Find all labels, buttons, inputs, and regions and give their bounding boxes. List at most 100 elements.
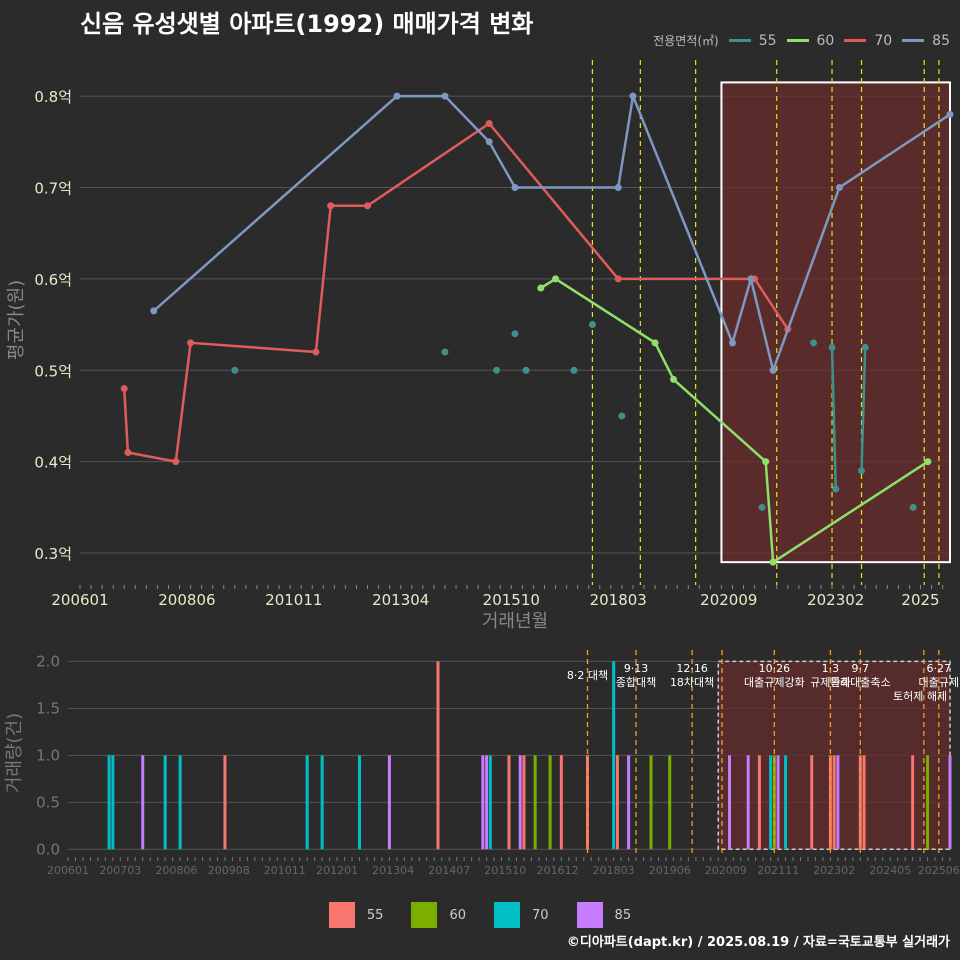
bar-70 [488,755,492,850]
top-legend-label-70: 70 [874,32,893,49]
x-tick-label: 201803 [590,591,647,609]
bar-70 [107,755,111,850]
data-point-55 [909,503,917,511]
x-tick-label: 200908 [208,864,250,877]
data-point-60 [552,275,560,283]
data-point-70 [120,385,128,393]
top-legend-item-85: 85 [902,33,950,49]
legend-box-55-icon [328,902,355,928]
series-line-70 [122,121,789,464]
policy-label: 종합대책 [616,676,656,689]
x-axis-label: 거래년월 [482,611,548,630]
bar-55 [858,755,862,850]
bar-55 [810,755,814,850]
x-tick-label: 202111 [757,864,799,877]
y-tick-label: 0.3억 [34,545,72,563]
policy-label: 대출규제 [919,676,959,689]
bar-55 [559,755,563,850]
data-point-85 [946,110,954,118]
bar-85 [746,755,750,850]
bar-85 [836,755,840,850]
bar-85 [627,755,631,850]
data-point-85 [614,184,622,191]
bar-85 [948,755,952,850]
x-tick-label: 202009 [700,591,757,609]
x-tick-label: 201510 [483,591,540,609]
y-tick-label: 0.5 [36,793,60,811]
x-tick-label: 201011 [264,864,306,877]
bar-60 [926,755,930,850]
y-axis-label: 평균가(원) [6,280,27,360]
x-tick-label: 201407 [428,864,470,877]
x-tick-label: 202302 [807,591,864,609]
bar-85 [776,755,780,850]
bar-85 [728,755,731,850]
bar-60 [772,755,776,850]
data-point-55 [758,503,766,511]
policy-label: 대출규제강화 [744,676,805,689]
data-point-85 [150,307,158,315]
legend-box-85-icon [576,902,603,928]
y-tick-label: 0.5억 [34,362,72,380]
bar-70 [358,755,362,850]
legend-line-55-icon [728,39,751,42]
policy-label: 토허제 해제 [893,689,947,703]
series-line-55 [860,347,867,471]
legend-line-60-icon [786,39,809,42]
bottom-legend-label-70: 70 [532,907,549,923]
data-point-85 [747,275,755,283]
y-tick-label: 2.0 [36,652,60,670]
y-tick-label: 0.8억 [34,88,72,106]
bar-60 [668,755,672,850]
data-point-55 [832,485,840,493]
top-legend-label-85: 85 [932,32,950,49]
top-legend-item-55: 55 [728,33,777,49]
bar-85 [387,755,391,850]
bar-55 [585,755,589,850]
x-tick-label: 200601 [51,591,108,609]
x-tick-label: 201510 [484,864,526,877]
x-tick-label: 200601 [47,864,89,877]
data-point-85 [769,366,777,374]
policy-label: 8·2 대책 [567,669,608,682]
bottom-legend-label-85: 85 [614,907,632,923]
bottom-legend: 55 60 70 85 [0,902,960,928]
data-point-85 [485,138,493,146]
series-line-55 [830,347,837,490]
bottom-legend-item-70: 70 [494,902,549,928]
data-point-55 [570,366,578,374]
bar-70 [769,755,773,850]
bottom-legend-item-60: 60 [411,902,466,928]
data-point-70 [187,339,195,347]
data-point-55 [810,339,818,347]
data-point-60 [924,458,932,466]
y-tick-label: 0.7억 [34,180,72,198]
bottom-legend-label-60: 60 [449,907,466,923]
x-tick-label: 201803 [593,864,635,877]
bar-55 [828,755,832,850]
data-point-85 [393,92,401,100]
bar-55 [507,755,511,850]
policy-label: 10·26 [759,662,791,675]
bar-85 [481,755,485,850]
bar-55 [522,755,526,850]
data-point-55 [522,366,530,374]
y-tick-label: 0.4억 [34,454,72,472]
data-point-60 [762,458,770,466]
page-title: 신음 유성샛별 아파트(1992) 매매가격 변화 [80,10,534,38]
data-point-70 [172,458,180,466]
bar-60 [533,755,537,850]
series-line-85 [152,91,951,375]
top-legend-label-60: 60 [816,32,835,49]
bottom-legend-item-85: 85 [576,902,632,928]
y-axis-label: 거래량(건) [4,713,25,793]
x-tick-label: 201304 [372,864,414,877]
policy-label: 특례대출축소 [830,676,891,689]
policy-label: 12·16 [676,662,708,675]
x-tick-label: 201011 [265,591,322,609]
bar-70 [111,755,115,850]
data-point-55 [231,366,239,374]
bar-60 [548,755,552,850]
data-point-55 [493,366,501,374]
top-legend-item-70: 70 [844,33,892,49]
